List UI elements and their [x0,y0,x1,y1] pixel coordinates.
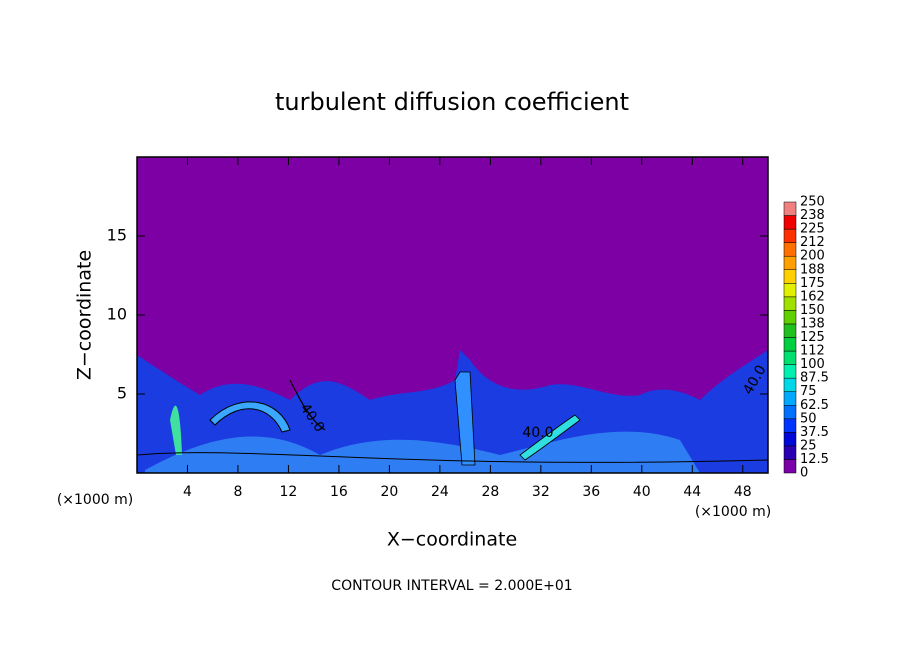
colorbar-label: 12.5 [800,452,829,467]
colorbar-segment [783,201,797,216]
streak [519,414,581,461]
y-tick-label: 10 [107,305,127,324]
x-tick-label: 24 [431,484,449,500]
colorbar-label: 162 [800,289,825,304]
field [137,350,768,473]
x-tick-label: 20 [380,484,398,500]
x-tick-label: 16 [330,484,348,500]
colorbar-segment [783,310,797,325]
x-unit-label: (×1000 m) [695,504,771,520]
y-axis-label: Z−coordinate [74,250,96,380]
x-tick-label: 48 [734,484,752,500]
x-tick-label: 36 [582,484,600,500]
colorbar-segment [783,432,797,447]
colorbar-segment [783,283,797,298]
colorbar-label: 212 [800,235,825,250]
x-tick-label: 12 [280,484,298,500]
x-tick-label: 4 [183,484,192,500]
x-tick-label: 40 [633,484,651,500]
colorbar-segment [783,215,797,230]
colorbar-label: 62.5 [800,398,829,413]
colorbar-segment [783,391,797,406]
colorbar-label: 125 [800,330,825,345]
colorbar-segment [783,364,797,379]
x-unit-label: (×1000 m) [57,492,133,508]
colorbar-label: 250 [800,195,825,210]
colorbar-label: 100 [800,357,825,372]
streak [170,405,182,455]
colorbar-segment [783,418,797,433]
contour-label: 40.0 [522,425,553,441]
colorbar-label: 75 [800,384,817,399]
y-tick-label: 15 [107,226,127,245]
colorbar-label: 188 [800,262,825,277]
colorbar-label: 238 [800,208,825,223]
x-tick-label: 8 [233,484,242,500]
colorbar-segment [783,242,797,257]
colorbar-label: 225 [800,222,825,237]
colorbar-segment [783,445,797,460]
colorbar-label: 138 [800,316,825,331]
footer: CONTOUR INTERVAL = 2.000E+01 [331,578,572,594]
x-tick-label: 44 [683,484,701,500]
x-tick-label: 32 [532,484,550,500]
x-tick-label: 28 [481,484,499,500]
colorbar-label: 50 [800,411,817,426]
colorbar-segment [783,350,797,365]
colorbar-segment [783,337,797,352]
colorbar-segment [783,228,797,243]
colorbar-label: 175 [800,276,825,291]
x-axis-label: X−coordinate [387,529,517,551]
colorbar-label: 0 [800,466,808,481]
colorbar-segment [783,255,797,271]
colorbar-label: 112 [800,344,825,359]
colorbar-segment [783,323,797,338]
colorbar-segment [783,296,797,311]
contour-line [137,452,768,463]
colorbar-label: 87.5 [800,371,829,386]
colorbar-segment [783,459,797,474]
colorbar-segment [783,377,797,392]
colorbar-label: 200 [800,249,825,264]
streak [209,401,291,433]
chart-title: turbulent diffusion coefficient [275,88,629,116]
colorbar-label: 37.5 [800,425,829,440]
colorbar-label: 150 [800,303,825,318]
colorbar-label: 25 [800,438,817,453]
streak [454,371,476,466]
colorbar-segment [783,405,797,420]
colorbar-segment [783,269,797,284]
contour-line [289,379,326,431]
y-tick-label: 5 [117,384,127,403]
